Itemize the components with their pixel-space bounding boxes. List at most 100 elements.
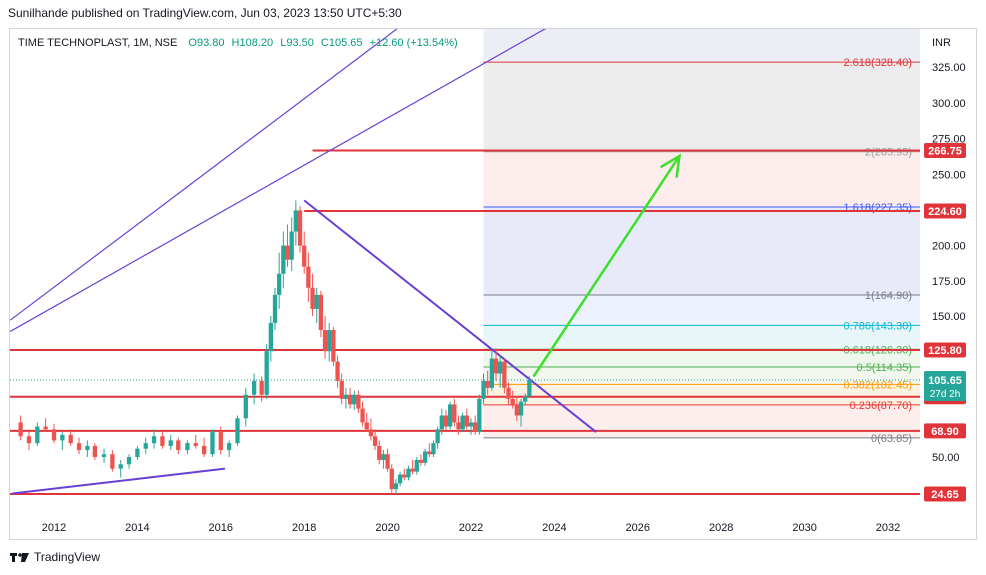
x-tick-label: 2022	[459, 522, 483, 534]
candle-body	[293, 210, 299, 232]
candle-body	[252, 380, 257, 395]
fib-zone	[483, 207, 920, 295]
currency-label: INR	[932, 37, 951, 49]
time-axis[interactable]: 2012 2014 2016 2018 2020 2022 2024 2026 2028 2030…	[42, 522, 900, 534]
price-chart[interactable]: 2.618(328.40) 2(265.95) 1.618(227.35) 1(164…	[10, 29, 976, 539]
candle-body	[331, 330, 336, 362]
candle-body	[314, 294, 319, 309]
target-arrow[interactable]	[532, 153, 682, 378]
arrow-shaft	[532, 155, 681, 378]
candle-body	[310, 287, 315, 309]
x-tick-label: 2030	[792, 522, 816, 534]
candle-body	[110, 454, 115, 469]
last-price-tag	[924, 371, 966, 401]
candle-body	[414, 459, 419, 472]
candle-body	[502, 361, 507, 388]
descending-trendline	[303, 199, 597, 433]
fib-zone	[483, 62, 920, 152]
candle-body	[43, 426, 48, 430]
candle-body	[510, 398, 515, 405]
fib-label: 2.618(328.40)	[844, 57, 913, 69]
x-tick-label: 2028	[709, 522, 733, 534]
fib-label: 0.786(143.30)	[844, 320, 913, 332]
candle-body	[76, 443, 82, 451]
candle-body	[68, 434, 73, 444]
fib-zone	[483, 404, 920, 438]
candle-body	[385, 454, 390, 469]
candle-body	[243, 394, 248, 419]
candle-body	[523, 396, 528, 402]
candle-body	[185, 443, 190, 451]
candle-body	[277, 273, 282, 295]
upper-channel-line	[10, 29, 398, 321]
candle-body	[364, 422, 369, 430]
close-value: C105.65	[321, 37, 363, 49]
svg-text:TIME TECHNOPLAST, 1M, NSE: TIME TECHNOPLAST, 1M, NSE O93.80 H108.20…	[18, 37, 458, 49]
candle-body	[493, 358, 499, 374]
candle-body	[377, 445, 382, 460]
candle-body	[431, 443, 436, 455]
candle-body	[101, 454, 107, 457]
candle-body	[368, 429, 374, 437]
price-axis[interactable]: INR 325.00 300.00 275.00 250.00 200.00 175.00…	[924, 37, 966, 502]
candle-body	[143, 443, 148, 449]
price-tag	[924, 143, 966, 159]
chart-frame[interactable]: 2.618(328.40) 2(265.95) 1.618(227.35) 1(164…	[9, 28, 977, 540]
candle-body	[281, 245, 286, 274]
candle-body	[347, 394, 353, 405]
candle-body	[327, 330, 332, 352]
trendlines[interactable]	[10, 29, 921, 495]
footer-brand: TradingView	[10, 550, 100, 564]
fib-zone-backgrounds	[483, 29, 920, 438]
candle-body	[318, 294, 324, 331]
price-tag	[924, 342, 966, 358]
y-tick-label: 300.00	[932, 98, 966, 110]
candle-body	[418, 459, 424, 463]
candle-body	[489, 358, 494, 388]
x-tick-label: 2032	[876, 522, 900, 534]
x-tick-label: 2026	[626, 522, 650, 534]
arrow-head	[659, 153, 682, 178]
price-tag-label: 24.65	[931, 489, 959, 501]
last-price-label: 105.65	[928, 375, 962, 387]
candle-body	[176, 440, 181, 451]
price-tag-label: 224.60	[928, 206, 962, 218]
x-tick-label: 2012	[42, 522, 66, 534]
y-tick-label: 275.00	[932, 134, 966, 146]
candlesticks	[18, 200, 532, 495]
candle-body	[485, 380, 490, 388]
candle-body	[422, 451, 428, 463]
candle-body	[518, 401, 524, 416]
candle-body	[226, 443, 232, 451]
symbol-label: TIME TECHNOPLAST, 1M, NSE	[18, 37, 177, 49]
candle-body	[335, 361, 340, 381]
candle-body	[372, 436, 378, 446]
support-resistance-levels[interactable]	[10, 149, 920, 495]
fib-label: 0.5(114.35)	[857, 362, 912, 374]
candle-body	[393, 483, 399, 490]
fib-label: 0.382(102.45)	[844, 379, 913, 391]
candle-body	[410, 468, 415, 472]
candle-body	[235, 418, 240, 444]
fib-zone	[483, 384, 920, 405]
x-tick-label: 2016	[209, 522, 233, 534]
candle-body	[259, 380, 264, 395]
high-value: H108.20	[232, 37, 274, 49]
candle-body	[460, 415, 465, 430]
candle-body	[452, 404, 457, 423]
low-value: L93.50	[280, 37, 314, 49]
candle-body	[435, 429, 440, 444]
candle-body	[506, 387, 511, 399]
y-tick-label: 200.00	[932, 241, 966, 253]
candle-body	[272, 294, 278, 323]
candle-body	[481, 380, 486, 399]
candle-body	[352, 394, 357, 405]
candle-body	[201, 445, 207, 455]
y-tick-label: 150.00	[932, 311, 966, 323]
candle-body	[218, 432, 223, 451]
candle-body	[264, 351, 269, 395]
x-tick-label: 2014	[125, 522, 149, 534]
candle-body	[306, 266, 311, 288]
candle-body	[193, 443, 198, 446]
price-tag-label: 125.80	[928, 345, 962, 357]
